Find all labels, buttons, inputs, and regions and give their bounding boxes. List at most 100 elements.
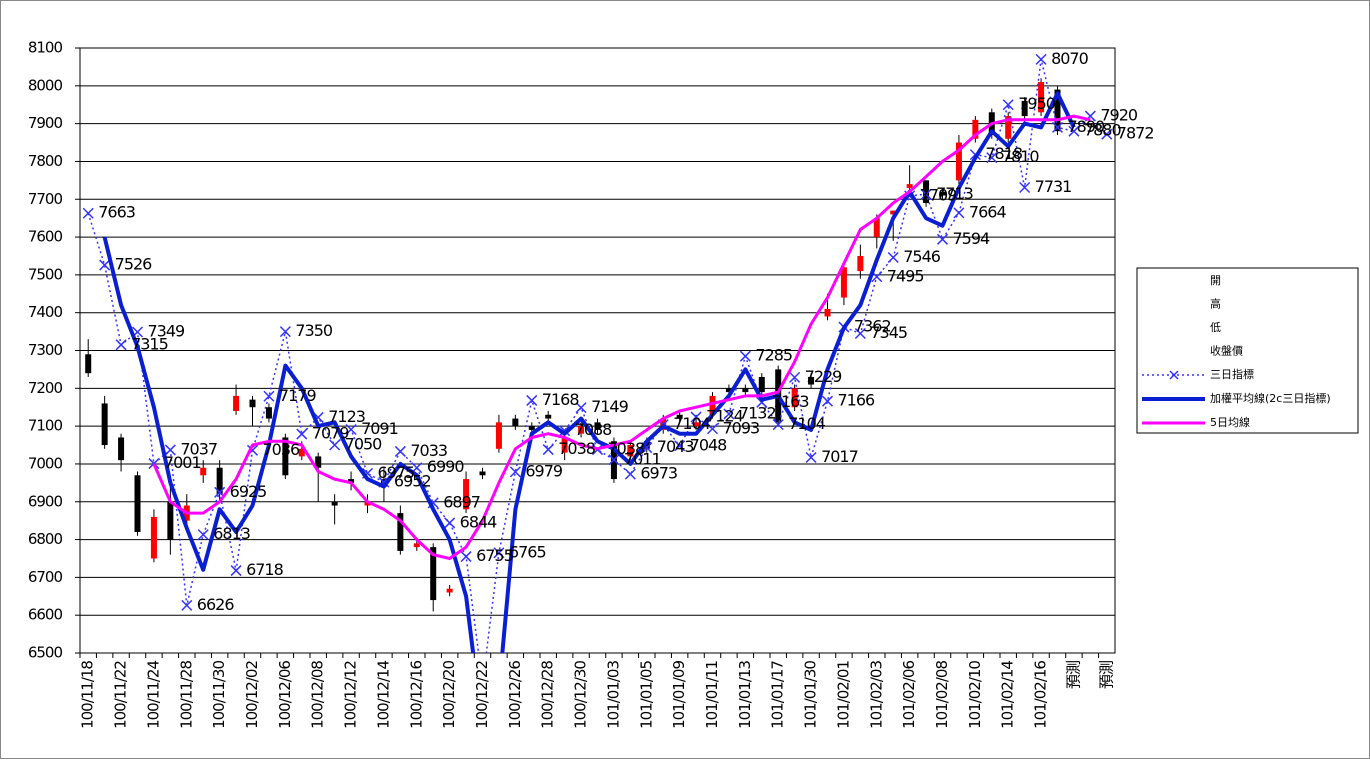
y-tick-label: 7100 — [28, 417, 63, 435]
candle-body — [315, 456, 322, 468]
data-label: 7079 — [312, 424, 350, 443]
data-label: 6897 — [443, 492, 480, 511]
marker-x — [542, 444, 554, 456]
x-tick-label: 101/02/03 — [867, 661, 885, 729]
data-label: 6975 — [378, 463, 415, 482]
data-label: 7093 — [723, 418, 760, 437]
candle-body — [939, 191, 946, 196]
candle-body — [364, 501, 371, 506]
x-tick-label: 101/02/08 — [933, 661, 951, 729]
candle-body — [1038, 82, 1045, 113]
marker-x — [936, 233, 949, 245]
data-label: 7001 — [164, 453, 201, 472]
data-label: 6718 — [246, 560, 284, 579]
series-line — [87, 58, 1108, 653]
x-tick-label: 100/12/28 — [539, 661, 557, 729]
y-tick-label: 7900 — [28, 114, 63, 132]
data-label: 7880 — [1084, 121, 1122, 140]
candle-body — [742, 388, 749, 393]
marker-x — [953, 207, 965, 219]
x-tick-label: 101/01/03 — [604, 661, 622, 729]
y-tick-label: 6500 — [28, 644, 63, 662]
series-line — [102, 91, 1076, 653]
data-label: 7229 — [805, 367, 843, 386]
plot-area — [79, 47, 1116, 654]
data-label: 7345 — [870, 323, 907, 342]
x-tick-label: 100/11/28 — [177, 661, 195, 729]
data-label: 7043 — [657, 437, 694, 456]
y-tick-label: 6900 — [28, 492, 63, 510]
data-label: 7038 — [558, 439, 596, 458]
candle-body — [512, 418, 519, 427]
marker-x — [1101, 128, 1113, 140]
candle-body — [446, 588, 453, 593]
marker-x — [887, 251, 899, 264]
marker-x — [1002, 99, 1014, 111]
y-tick-label: 7500 — [28, 265, 63, 283]
marker-x — [559, 425, 571, 437]
y-tick-label: 6600 — [28, 606, 63, 624]
data-label: 7713 — [936, 184, 973, 203]
data-label: 7890 — [1068, 117, 1106, 136]
data-label: 8070 — [1051, 49, 1089, 68]
candle-body — [808, 376, 815, 385]
x-tick-label: 預測 — [1097, 661, 1115, 689]
marker-x — [345, 423, 357, 436]
marker-x — [624, 468, 636, 480]
candle-body — [857, 255, 864, 272]
candle-body — [972, 119, 979, 139]
marker-x — [444, 517, 456, 529]
marker-x — [82, 207, 94, 219]
data-label: 7526 — [115, 255, 153, 274]
candle-body — [101, 403, 108, 446]
marker-x — [181, 599, 193, 611]
data-label: 7037 — [180, 439, 217, 458]
data-label: 6979 — [525, 461, 563, 480]
data-label: 6973 — [640, 464, 677, 483]
plot-content — [82, 53, 1113, 653]
data-label: 7179 — [279, 386, 317, 405]
x-tick-label: 100/12/14 — [374, 661, 392, 729]
candle-body — [840, 267, 847, 298]
candle-body — [331, 501, 338, 506]
y-tick-label: 8100 — [28, 39, 63, 57]
data-label: 7166 — [838, 391, 876, 410]
data-label: 7088 — [575, 420, 613, 439]
y-tick-label: 7700 — [28, 190, 63, 208]
data-label: 7104 — [673, 414, 711, 433]
x-tick-label: 100/12/12 — [342, 661, 360, 729]
data-label: 7011 — [624, 449, 661, 468]
marker-x — [920, 188, 932, 200]
marker-x — [460, 551, 472, 563]
candle-body — [824, 308, 831, 317]
candle-body — [709, 395, 716, 415]
candle-body — [167, 501, 174, 540]
data-label: 7731 — [1035, 177, 1072, 196]
x-tick-label: 101/01/09 — [670, 661, 688, 729]
data-label: 7349 — [148, 321, 186, 340]
y-tick-label: 7300 — [28, 341, 63, 359]
data-label: 7495 — [887, 266, 924, 285]
marker-x — [1035, 53, 1047, 65]
data-label: 7285 — [755, 346, 792, 365]
x-tick-label: 100/11/22 — [112, 661, 130, 729]
candle-body — [479, 471, 486, 476]
marker-x — [115, 339, 127, 351]
data-label: 7950 — [1018, 94, 1056, 113]
candle-body — [85, 354, 92, 374]
data-label: 6755 — [476, 546, 513, 565]
data-label: 6844 — [460, 512, 498, 531]
marker-x — [739, 350, 751, 362]
data-label: 7048 — [690, 435, 728, 454]
legend-label: 低 — [1210, 321, 1221, 334]
x-tick-label: 100/12/30 — [572, 661, 590, 729]
data-label: 7818 — [985, 144, 1023, 163]
data-label: 6765 — [509, 542, 546, 561]
data-label: 6952 — [394, 472, 431, 491]
candle-body — [955, 142, 962, 181]
x-tick-label: 101/01/11 — [703, 661, 721, 729]
x-tick-label: 100/11/18 — [79, 661, 97, 729]
candle-body — [265, 407, 272, 419]
candle-body — [1021, 100, 1028, 117]
